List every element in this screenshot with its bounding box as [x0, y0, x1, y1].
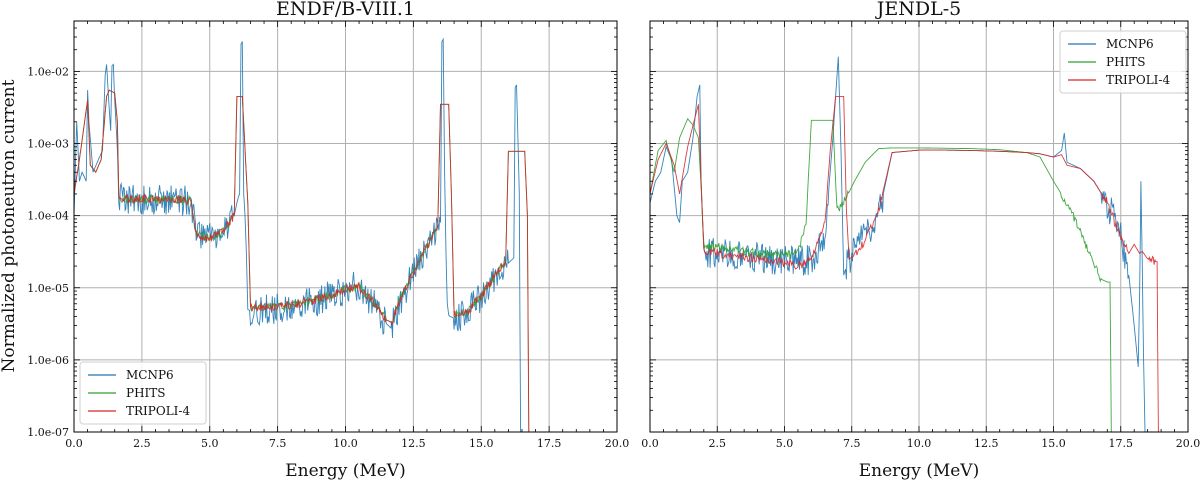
x-tick-label: 5.0: [201, 437, 219, 450]
x-tick-label: 0.0: [65, 437, 83, 450]
x-axis-label: Energy (MeV): [285, 461, 405, 481]
x-tick-label: 7.5: [269, 437, 287, 450]
legend-label: PHITS: [1106, 55, 1146, 69]
x-axis-label: Energy (MeV): [859, 461, 979, 481]
x-tick-label: 20.0: [1176, 437, 1200, 450]
x-tick-label: 2.5: [709, 437, 727, 450]
panel-jendl: JENDL-5 0.0 2.5 5.0 7.5 10.0 12.5 15.0 17.5 20.0 E…: [641, 0, 1200, 481]
series-line-tripoli-4: [74, 89, 530, 432]
y-tick-label: 1.0e-04: [27, 210, 69, 223]
x-tick-label: 12.5: [974, 437, 999, 450]
legend-label: TRIPOLI-4: [126, 404, 190, 418]
x-tick-label: 15.0: [469, 437, 494, 450]
panel-title: JENDL-5: [875, 0, 961, 20]
x-tick-label: 20.0: [605, 437, 630, 450]
ticks: [649, 20, 1189, 433]
y-axis-label: Normalized photoneutron current: [0, 79, 19, 372]
legend-label: MCNP6: [1106, 37, 1154, 51]
x-tick-label: 17.5: [1109, 437, 1134, 450]
legend-label: TRIPOLI-4: [1106, 73, 1170, 87]
legend-label: MCNP6: [126, 368, 174, 382]
x-tick-label: 2.5: [133, 437, 151, 450]
y-tick-label: 1.0e-03: [27, 138, 69, 151]
x-tick-label: 10.0: [907, 437, 932, 450]
x-tick-label: 15.0: [1041, 437, 1066, 450]
legend: MCNP6 PHITS TRIPOLI-4: [79, 361, 207, 425]
series-line-phits: [650, 117, 1112, 432]
x-tick-label: 5.0: [776, 437, 794, 450]
panel-endf: ENDF/B-VIII.1 0.0 2.5 5.0 7.5 10.0 12.5 15.0 17.…: [27, 0, 629, 481]
x-tick-label: 7.5: [843, 437, 861, 450]
y-tick-label: 1.0e-07: [27, 426, 69, 439]
y-tick-label: 1.0e-02: [27, 65, 69, 78]
panel-title: ENDF/B-VIII.1: [276, 0, 415, 20]
legend: MCNP6 PHITS TRIPOLI-4: [1059, 30, 1187, 94]
y-tick-label: 1.0e-06: [27, 354, 69, 367]
legend-box: [79, 361, 207, 425]
legend-label: PHITS: [126, 386, 166, 400]
ticks: [73, 20, 618, 433]
legend-box: [1059, 30, 1187, 94]
x-tick-label: 0.0: [641, 437, 659, 450]
x-tick-label: 10.0: [333, 437, 358, 450]
x-tick-label: 12.5: [401, 437, 426, 450]
series-line-tripoli-4: [650, 95, 1159, 432]
y-tick-label: 1.0e-05: [27, 282, 69, 295]
series-line-mcnp6: [650, 56, 1147, 432]
x-tick-label: 17.5: [537, 437, 562, 450]
